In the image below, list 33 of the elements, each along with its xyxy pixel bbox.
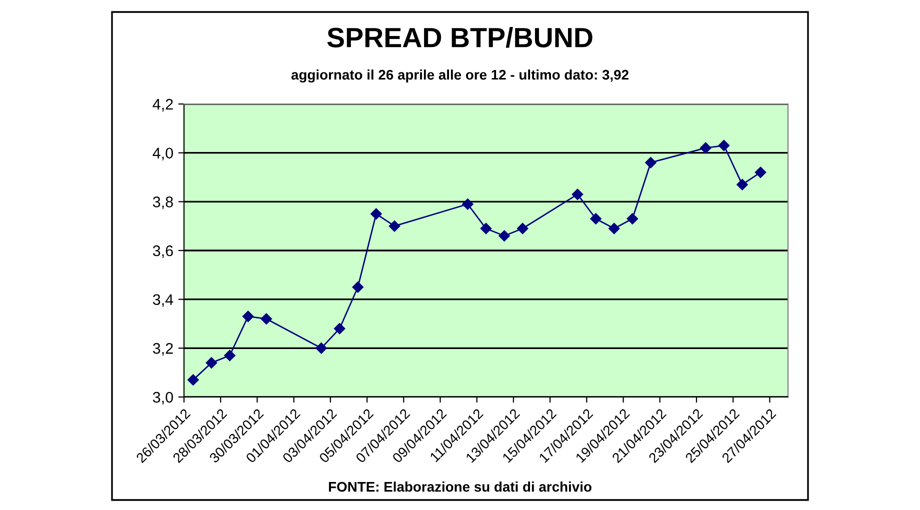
chart-title: SPREAD BTP/BUND xyxy=(327,27,592,48)
point xyxy=(608,222,620,234)
point xyxy=(260,313,272,324)
point xyxy=(718,140,730,152)
point xyxy=(517,222,528,234)
source-note: FONTE: Elaborazione su dati di archivio xyxy=(328,482,592,492)
chart-subtitle: aggiornato il 26 aprile alle ore 12 - ultimo dato: 3,92 xyxy=(291,69,628,83)
point xyxy=(316,342,327,354)
point xyxy=(224,350,236,362)
point xyxy=(188,374,199,386)
point xyxy=(388,220,400,232)
point xyxy=(572,188,584,200)
point xyxy=(206,357,218,368)
point xyxy=(480,222,492,234)
y-tick-label: 4,2 xyxy=(152,98,173,112)
point xyxy=(462,198,474,210)
point xyxy=(370,208,382,220)
point xyxy=(590,213,602,224)
point xyxy=(754,166,766,178)
y-tick-label: 3,4 xyxy=(152,294,174,307)
point xyxy=(736,178,748,190)
y-tick-label: 3,8 xyxy=(152,196,173,210)
point xyxy=(498,230,510,242)
point xyxy=(334,323,346,334)
point xyxy=(700,142,712,154)
y-tick-label: 3,6 xyxy=(152,245,173,258)
y-tick-label: 4,0 xyxy=(152,148,173,160)
y-tick-label: 3,0 xyxy=(152,392,173,404)
point xyxy=(645,156,656,168)
point xyxy=(352,282,364,293)
point xyxy=(242,310,254,322)
y-tick-label: 3,2 xyxy=(152,343,173,356)
point xyxy=(626,213,638,224)
